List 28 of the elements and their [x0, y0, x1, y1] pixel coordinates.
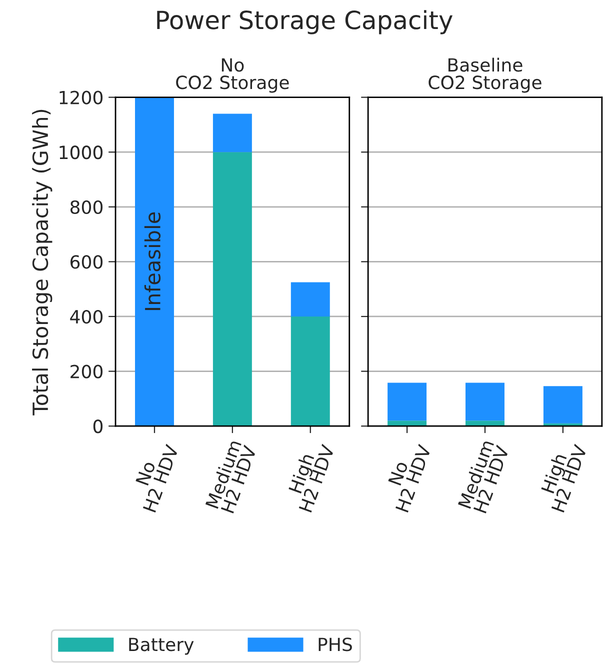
annotation: Infeasible [144, 212, 161, 310]
bar [388, 420, 427, 426]
x-tick-label: High H2 HDV [540, 444, 588, 513]
y-tick-label: 1200 [60, 90, 103, 104]
bar [290, 282, 330, 316]
bar [466, 382, 504, 421]
legend-label: PHS [318, 638, 352, 652]
x-tick-label: No H2 HDV [136, 444, 179, 513]
bar [388, 382, 427, 421]
y-tick-label: 0 [93, 420, 103, 434]
bar [466, 420, 504, 426]
chart-title: No CO2 Storage [176, 58, 289, 93]
y-tick-label: 800 [70, 200, 103, 214]
text: Power Storage Capacity [157, 10, 453, 34]
x-tick-label: No H2 HDV [388, 444, 432, 513]
x-tick-label: High H2 HDV [288, 444, 335, 513]
legend-label: Battery [129, 638, 194, 655]
bar [543, 386, 582, 424]
y-axis-title: Total Storage Capacity (GWh) [32, 110, 52, 416]
y-tick-label: 600 [70, 255, 103, 269]
bar [212, 114, 252, 152]
chart-title: Baseline CO2 Storage [428, 58, 542, 93]
bar [135, 97, 174, 426]
y-tick-label: 400 [70, 310, 103, 324]
y-tick-label: 1000 [60, 146, 103, 160]
bar [212, 152, 252, 426]
y-tick-label: 200 [70, 364, 103, 378]
bar [290, 316, 330, 426]
